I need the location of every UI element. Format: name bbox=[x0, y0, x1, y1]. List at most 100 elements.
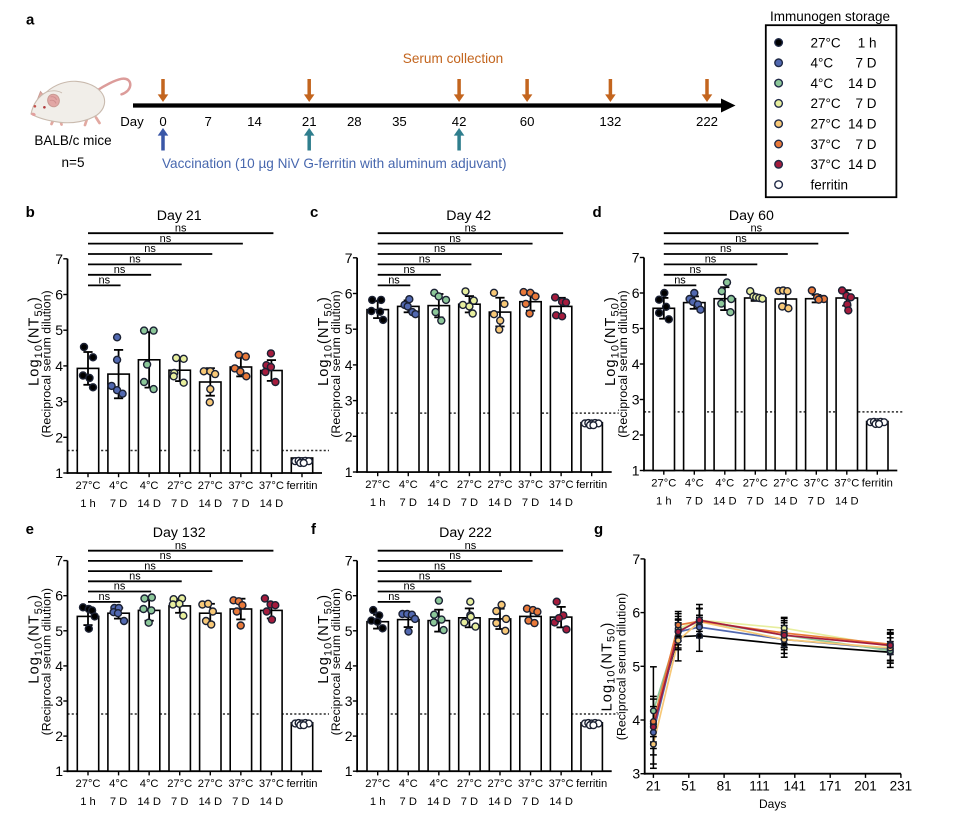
svg-text:7 D: 7 D bbox=[232, 498, 249, 510]
svg-text:7 D: 7 D bbox=[232, 796, 249, 808]
svg-text:Immunogen storage: Immunogen storage bbox=[770, 9, 890, 24]
svg-text:21: 21 bbox=[646, 779, 661, 794]
svg-text:1: 1 bbox=[632, 463, 640, 479]
svg-text:2: 2 bbox=[345, 428, 353, 444]
svg-text:1: 1 bbox=[55, 465, 63, 481]
svg-text:2: 2 bbox=[55, 728, 63, 744]
svg-text:n=5: n=5 bbox=[62, 155, 85, 170]
svg-text:7: 7 bbox=[55, 553, 63, 569]
svg-text:4: 4 bbox=[55, 358, 63, 374]
svg-text:ferritin: ferritin bbox=[576, 479, 607, 491]
svg-text:27°C: 27°C bbox=[811, 96, 841, 111]
svg-text:(Reciprocal serum dilution): (Reciprocal serum dilution) bbox=[616, 290, 630, 437]
svg-text:27°C: 27°C bbox=[167, 778, 192, 790]
svg-text:e: e bbox=[26, 521, 34, 538]
svg-text:37°C: 37°C bbox=[811, 157, 841, 172]
svg-text:ns: ns bbox=[98, 275, 110, 287]
svg-text:4°C: 4°C bbox=[140, 778, 159, 790]
svg-text:ferritin: ferritin bbox=[576, 778, 607, 790]
svg-text:2: 2 bbox=[55, 429, 63, 445]
svg-text:Days: Days bbox=[759, 797, 786, 811]
svg-text:27°C: 27°C bbox=[167, 480, 192, 492]
svg-text:Day 132: Day 132 bbox=[153, 525, 206, 541]
svg-text:ns: ns bbox=[449, 233, 461, 245]
svg-text:14: 14 bbox=[247, 114, 262, 129]
svg-text:37°C: 37°C bbox=[811, 137, 841, 152]
svg-text:ns: ns bbox=[720, 243, 732, 255]
svg-text:7: 7 bbox=[345, 250, 353, 266]
svg-text:ns: ns bbox=[175, 540, 187, 552]
svg-text:7 D: 7 D bbox=[855, 96, 876, 111]
svg-text:14 D: 14 D bbox=[835, 495, 859, 507]
svg-text:ferritin: ferritin bbox=[862, 477, 893, 489]
svg-text:4: 4 bbox=[345, 357, 353, 373]
svg-text:Day 21: Day 21 bbox=[157, 208, 202, 224]
svg-text:27°C: 27°C bbox=[76, 778, 101, 790]
svg-text:37°C: 37°C bbox=[549, 778, 574, 790]
svg-text:ns: ns bbox=[129, 571, 141, 583]
svg-text:(Reciprocal serum dilution): (Reciprocal serum dilution) bbox=[615, 593, 629, 740]
svg-text:6: 6 bbox=[345, 286, 353, 302]
svg-text:1 h: 1 h bbox=[370, 796, 386, 808]
svg-text:ns: ns bbox=[175, 222, 187, 234]
svg-text:ns: ns bbox=[750, 222, 762, 234]
svg-text:d: d bbox=[593, 204, 602, 221]
svg-text:3: 3 bbox=[632, 766, 640, 782]
svg-text:3: 3 bbox=[632, 392, 640, 408]
svg-text:27°C: 27°C bbox=[651, 477, 676, 489]
svg-text:14 D: 14 D bbox=[774, 495, 798, 507]
svg-text:14 D: 14 D bbox=[488, 497, 512, 509]
svg-text:5: 5 bbox=[345, 623, 353, 639]
svg-text:Log10(NT50): Log10(NT50) bbox=[316, 594, 334, 684]
svg-text:111: 111 bbox=[749, 779, 770, 794]
svg-text:ns: ns bbox=[705, 254, 717, 266]
svg-text:Log10(NT50): Log10(NT50) bbox=[600, 622, 618, 712]
svg-text:37°C: 37°C bbox=[804, 477, 829, 489]
svg-text:27°C: 27°C bbox=[198, 778, 223, 790]
svg-text:b: b bbox=[26, 204, 35, 221]
svg-text:27°C: 27°C bbox=[487, 479, 512, 491]
svg-text:1 h: 1 h bbox=[80, 498, 96, 510]
svg-text:37°C: 37°C bbox=[259, 778, 284, 790]
svg-text:(Reciprocal serum dilution): (Reciprocal serum dilution) bbox=[40, 290, 54, 437]
svg-text:27°C: 27°C bbox=[811, 35, 841, 50]
svg-text:7: 7 bbox=[345, 553, 353, 569]
svg-text:3: 3 bbox=[55, 394, 63, 410]
svg-text:ns: ns bbox=[114, 264, 126, 276]
svg-text:4°C: 4°C bbox=[811, 56, 834, 71]
svg-text:ns: ns bbox=[388, 591, 400, 603]
svg-text:7: 7 bbox=[632, 551, 640, 567]
svg-text:4°C: 4°C bbox=[429, 778, 448, 790]
svg-text:28: 28 bbox=[347, 114, 362, 129]
svg-text:7 D: 7 D bbox=[400, 497, 417, 509]
svg-text:Day: Day bbox=[120, 114, 144, 129]
svg-text:6: 6 bbox=[55, 588, 63, 604]
svg-text:14 D: 14 D bbox=[549, 497, 573, 509]
svg-text:7 D: 7 D bbox=[522, 497, 539, 509]
svg-text:ns: ns bbox=[388, 275, 400, 287]
svg-text:4: 4 bbox=[55, 658, 63, 674]
svg-text:3: 3 bbox=[345, 393, 353, 409]
svg-text:ns: ns bbox=[144, 243, 156, 255]
svg-text:ns: ns bbox=[434, 560, 446, 572]
svg-text:5: 5 bbox=[55, 322, 63, 338]
svg-text:4°C: 4°C bbox=[109, 778, 128, 790]
svg-text:27°C: 27°C bbox=[487, 778, 512, 790]
svg-text:4°C: 4°C bbox=[429, 479, 448, 491]
svg-text:171: 171 bbox=[819, 779, 842, 794]
svg-text:Serum collection: Serum collection bbox=[403, 51, 504, 66]
svg-text:Log10(NT50): Log10(NT50) bbox=[27, 594, 45, 684]
svg-text:1 h: 1 h bbox=[370, 497, 386, 509]
svg-text:7: 7 bbox=[205, 114, 212, 129]
svg-text:Vaccination (10 µg NiV G-ferri: Vaccination (10 µg NiV G-ferritin with a… bbox=[162, 156, 507, 171]
svg-text:Log10(NT50): Log10(NT50) bbox=[316, 296, 334, 386]
svg-text:27°C: 27°C bbox=[457, 778, 482, 790]
svg-text:14 D: 14 D bbox=[549, 796, 573, 808]
svg-text:ns: ns bbox=[419, 571, 431, 583]
svg-text:ns: ns bbox=[674, 275, 686, 287]
svg-text:ferritin: ferritin bbox=[286, 778, 317, 790]
svg-text:37°C: 37°C bbox=[259, 480, 284, 492]
svg-text:222: 222 bbox=[696, 114, 718, 129]
svg-text:ferritin: ferritin bbox=[811, 177, 849, 192]
svg-text:7 D: 7 D bbox=[522, 796, 539, 808]
